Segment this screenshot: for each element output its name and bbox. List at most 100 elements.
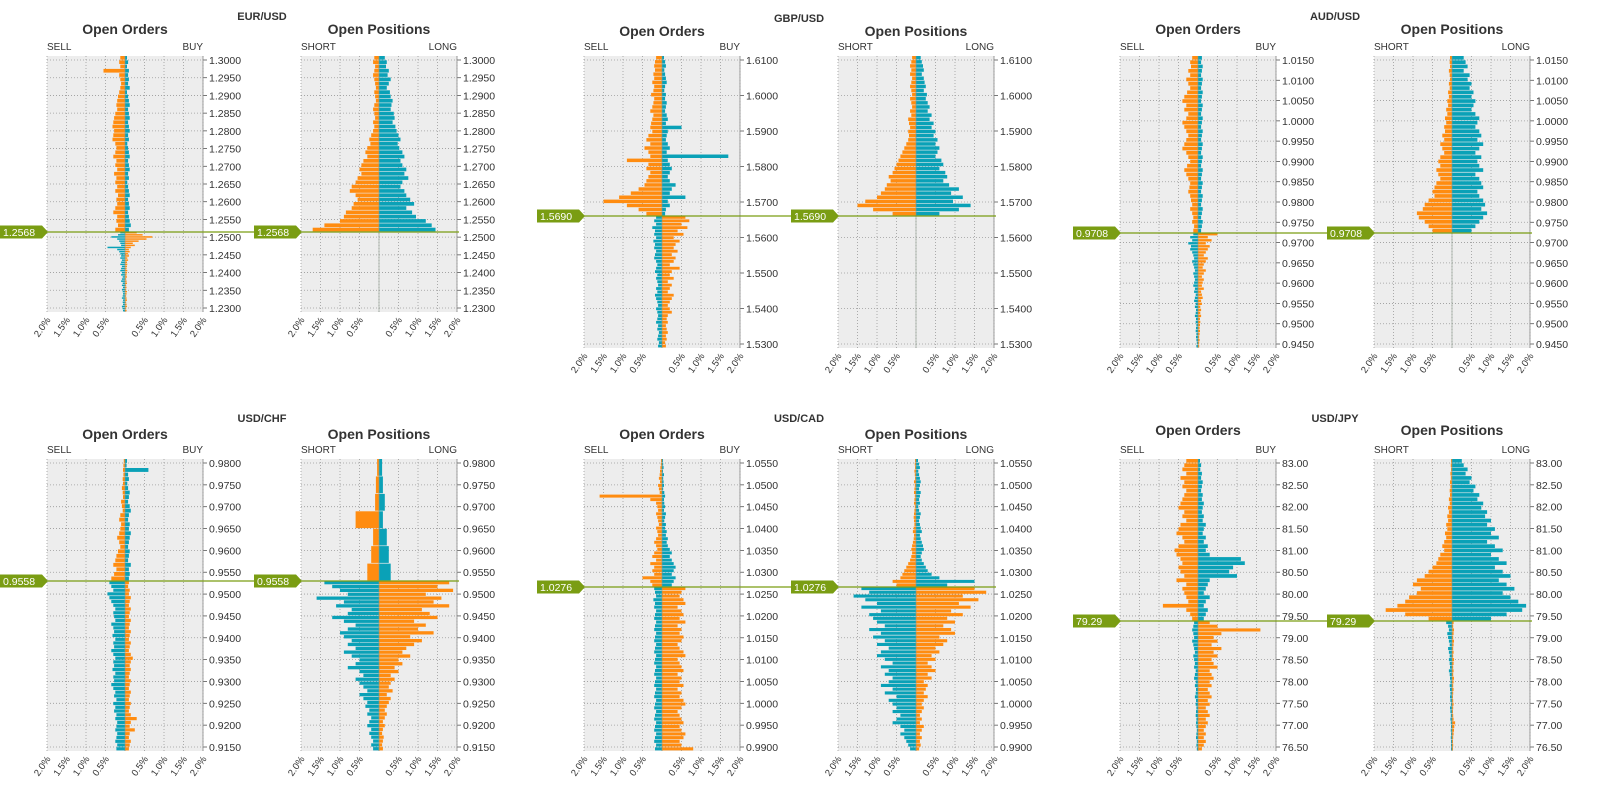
sell-order-bar [662,287,670,290]
y-tick-label: 1.2300 [463,303,495,315]
buy-order-bar [113,588,125,592]
sell-order-bar [1182,535,1198,540]
buy-order-bar [120,269,125,272]
long-position-bar [916,60,922,64]
sell-order-bar [646,211,662,216]
buy-order-bar [125,544,129,549]
x-tick-label: 0.5% [628,351,650,375]
sell-order-bar [1198,254,1204,257]
sell-order-bar [653,113,662,117]
y-tick-label: 1.2550 [209,214,241,226]
sell-order-bar [648,133,662,138]
short-position-bar [1451,732,1452,736]
sell-order-bar [125,630,131,634]
short-position-bar [911,113,916,117]
buy-order-bar [1194,658,1198,662]
short-position-bar [1447,527,1452,531]
short-position-bar [1450,691,1452,695]
buy-order-bar [125,129,130,133]
price-tag-label: 1.5690 [540,211,572,223]
x-tick-label: 1.5% [52,315,74,339]
buy-order-bar [1196,743,1198,747]
y-tick-label: 83.00 [1282,458,1308,470]
long-position-bar [379,724,385,728]
sell-order-bar [1190,612,1198,617]
short-position-bar [892,721,916,725]
open-orders-panel: 1.61001.60001.59001.58001.57001.56001.55… [569,23,778,375]
sell-order-bar [1198,695,1212,699]
buy-order-bar [1198,120,1202,125]
side-label-right: BUY [719,445,740,456]
y-tick-label: 1.5900 [746,126,778,138]
buy-order-bar [1198,189,1202,194]
sell-order-bar [1186,77,1198,82]
buy-order-bar [1198,125,1202,129]
y-tick-label: 1.2400 [463,268,495,280]
buy-order-bar [656,594,662,598]
x-tick-label: 2.0% [823,351,845,375]
buy-order-bar [1198,90,1203,95]
sell-order-bar [662,613,684,617]
pair-label: AUD/USD [1310,11,1360,23]
sell-order-bar [662,713,680,717]
long-position-bar [916,576,940,580]
short-position-bar [892,676,916,680]
buy-order-bar [1198,159,1202,164]
long-position-bar [379,654,411,658]
short-position-bar [900,576,916,580]
long-position-bar [1452,211,1488,216]
short-position-bar [371,133,379,137]
sell-order-bar [662,661,680,665]
buy-order-bar [656,732,662,736]
x-tick-label: 1.0% [862,754,884,778]
sell-order-bar [125,234,143,236]
long-position-bar [379,700,389,705]
buy-order-bar [653,598,662,602]
x-tick-label: 1.0% [608,351,630,375]
sell-order-bar [1186,608,1198,612]
long-position-bar [1452,514,1486,519]
y-tick-label: 1.2650 [209,179,241,191]
x-tick-label: 1.0% [71,315,93,339]
buy-order-bar [1198,471,1202,476]
short-position-bar [896,583,916,587]
sell-order-bar [662,344,666,348]
buy-order-bar [1196,317,1198,321]
sell-order-bar [662,587,686,591]
sell-order-bar [652,80,663,85]
long-position-bar [1452,176,1480,181]
x-tick-label: 0.5% [130,754,152,778]
short-position-bar [1448,103,1452,108]
open-orders-panel: 0.98000.97500.97000.96500.96000.95500.95… [32,426,241,778]
long-position-bar [916,565,926,569]
side-label-right: LONG [966,445,995,456]
short-position-bar [915,459,916,462]
short-position-bar [1449,661,1452,665]
long-position-bar [916,459,918,462]
long-position-bar [379,666,395,670]
buy-order-bar [662,494,666,498]
buy-order-bar [655,646,662,650]
y-tick-label: 0.9600 [209,545,241,557]
sell-order-bar [119,531,125,536]
sell-order-bar [662,229,678,233]
long-position-bar [916,620,955,624]
buy-order-bar [662,466,664,470]
sell-order-bar [656,544,662,548]
long-position-bar [1452,673,1454,677]
sell-order-bar [654,76,662,80]
short-position-bar [1448,639,1452,643]
short-position-bar [355,662,379,666]
buy-order-bar [1196,717,1198,721]
sell-order-bar [119,90,125,94]
sell-order-bar [125,649,129,653]
sell-order-bar [650,562,662,566]
buy-order-bar [1190,248,1198,251]
buy-order-bar [1194,290,1198,293]
sell-order-bar [1198,272,1204,275]
currency-pair-group: USD/JPY83.0082.5082.0081.5081.0080.5080.… [1073,413,1562,778]
buy-order-bar [125,111,129,116]
y-tick-label: 0.9700 [1536,238,1568,250]
sell-order-bar [1198,305,1201,308]
short-position-bar [324,581,379,585]
